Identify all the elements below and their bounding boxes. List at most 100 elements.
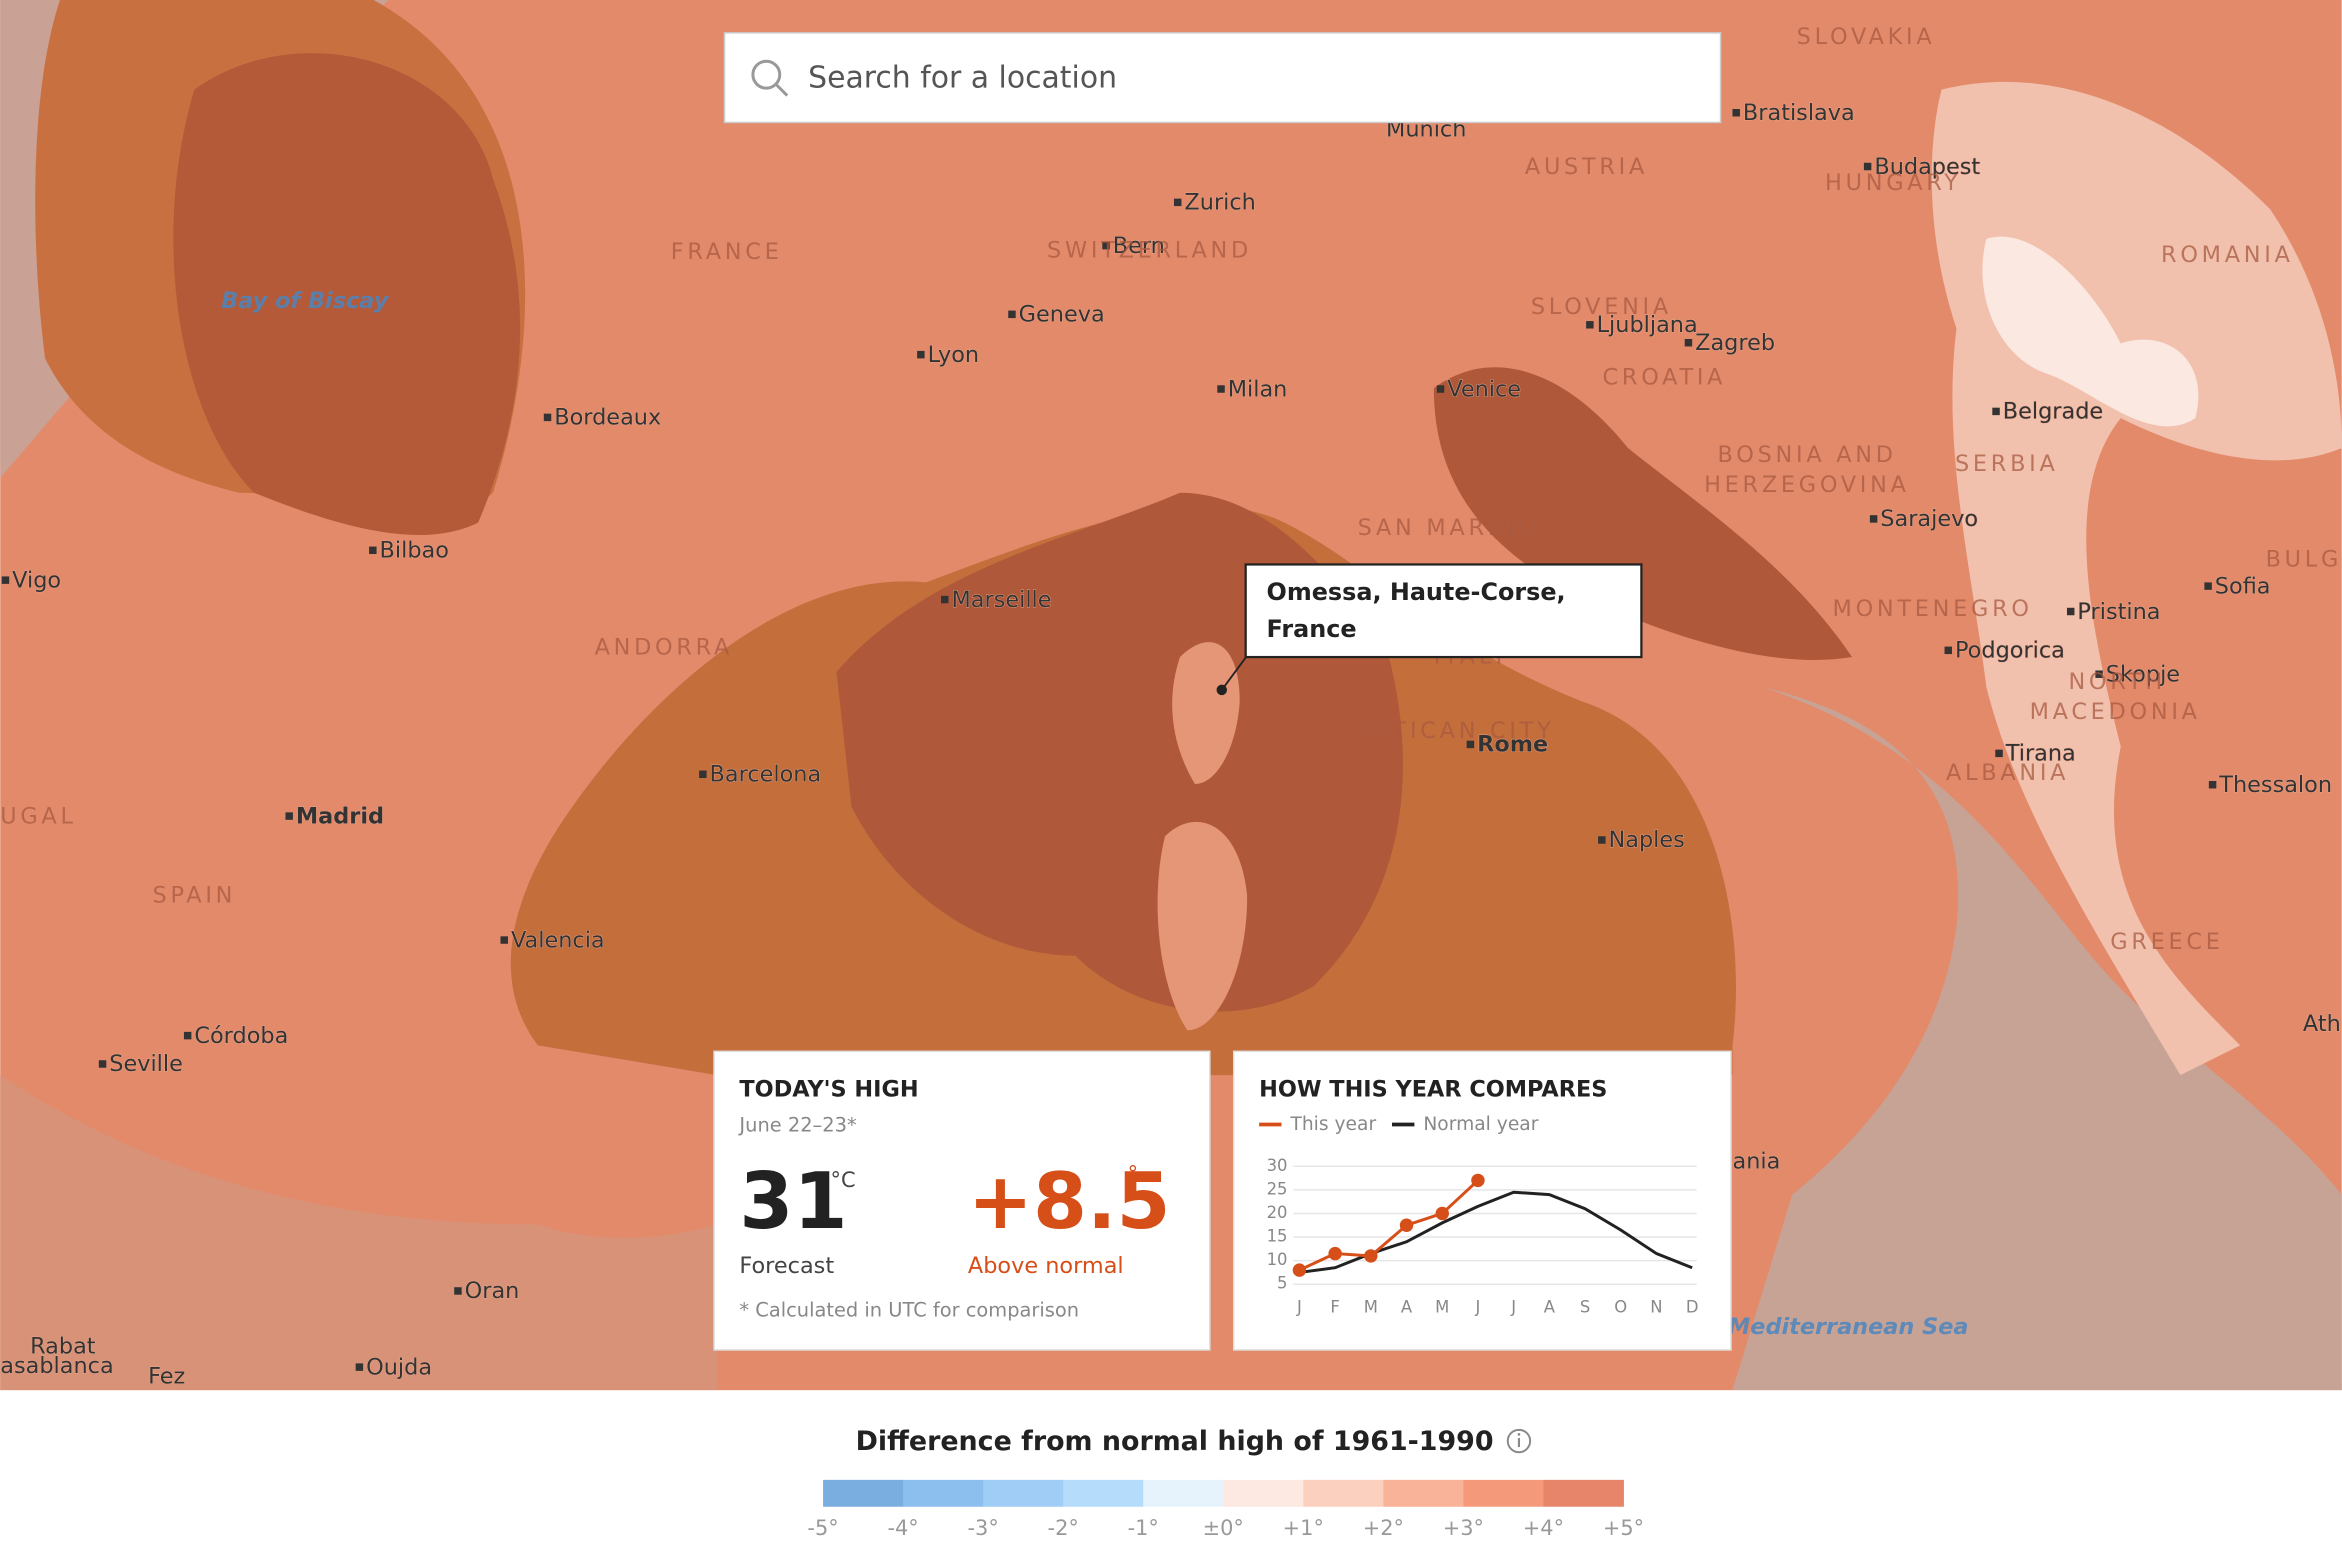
city-label: Seville <box>109 1051 183 1077</box>
legend-tick-label: +4° <box>1523 1516 1564 1540</box>
city-dot <box>1102 241 1110 250</box>
city-dot <box>1466 740 1475 749</box>
legend-swatch <box>823 1479 904 1507</box>
region-label: ANDORRA <box>595 635 734 661</box>
city-label: asablanca <box>0 1353 113 1379</box>
x-tick-label: A <box>1401 1298 1413 1317</box>
city-label: Venice <box>1447 376 1521 402</box>
city-label: Thessalon <box>2218 772 2332 798</box>
water-label: Mediterranean Sea <box>1728 1314 1968 1340</box>
series-marker <box>1399 1218 1414 1232</box>
legend-title: Difference from normal high of 1961-1990 <box>856 1426 1494 1457</box>
series-marker <box>1435 1206 1449 1221</box>
legend-label: This year <box>1289 1114 1376 1135</box>
city-label: Sarajevo <box>1880 506 1978 532</box>
city-dot <box>699 770 707 779</box>
map-area <box>1157 821 1248 1031</box>
city-label: Rome <box>1477 732 1548 758</box>
city-dot <box>1436 385 1445 393</box>
search-icon <box>775 84 789 97</box>
region-label: SWITZERLAND <box>1047 237 1252 263</box>
x-tick-label: O <box>1614 1298 1627 1317</box>
city-label: Lyon <box>928 342 980 368</box>
city-label: Bilbao <box>380 538 449 564</box>
region-label: SLOVENIA <box>1531 294 1672 320</box>
region-label: UGAL <box>0 803 76 829</box>
search-field[interactable] <box>723 32 1722 124</box>
city-label: Podgorica <box>1955 638 2065 664</box>
city-label: Marseille <box>951 587 1051 613</box>
anomaly-label: Above normal <box>968 1253 1124 1279</box>
city-dot <box>1863 162 1872 171</box>
city-label: Madrid <box>296 803 384 829</box>
search-placeholder[interactable]: Search for a location <box>808 61 1117 96</box>
series-marker <box>1328 1246 1342 1261</box>
region-label: NORTH <box>2068 669 2165 695</box>
map-area <box>1982 236 2199 427</box>
city-label: Bern <box>1113 233 1165 259</box>
city-dot <box>1586 321 1594 329</box>
city-label: Barcelona <box>710 762 822 788</box>
city-dot <box>183 1031 192 1040</box>
x-tick-label: J <box>1475 1298 1481 1317</box>
forecast-value: 31 <box>739 1157 847 1247</box>
city-dot <box>355 1363 364 1371</box>
city-label: Fez <box>148 1363 185 1389</box>
region-label: BOSNIA AND <box>1718 442 1897 468</box>
city-label: Skopje <box>2106 661 2180 687</box>
y-tick-label: 10 <box>1267 1250 1288 1269</box>
region-label: ALBANIA <box>1946 760 2069 786</box>
series-marker <box>1292 1263 1307 1277</box>
info-icon[interactable] <box>1506 1428 1532 1454</box>
city-label: Budapest <box>1874 154 1980 180</box>
x-tick-label: D <box>1686 1298 1699 1317</box>
city-dot <box>1732 109 1740 117</box>
color-legend: Difference from normal high of 1961-1990… <box>0 1390 2342 1562</box>
city-label: Bordeaux <box>554 405 661 431</box>
city-dot <box>543 413 552 422</box>
y-tick-label: 25 <box>1267 1179 1288 1198</box>
city-dot <box>1598 836 1606 844</box>
city-label: Geneva <box>1019 302 1105 328</box>
city-label: Sofia <box>2215 573 2271 599</box>
search-box[interactable]: Search for a location <box>723 32 1722 124</box>
legend-tick-label: +1° <box>1283 1516 1324 1540</box>
todays-high-panel: TODAY'S HIGH June 22–23* 31 °C Forecast … <box>713 1050 1211 1351</box>
city-dot <box>369 546 377 555</box>
map-area <box>1433 367 1852 660</box>
location-pin <box>1216 684 1227 696</box>
city-label: Oran <box>465 1278 520 1304</box>
region-label: FRANCE <box>671 239 783 265</box>
legend-tick-label: +2° <box>1363 1516 1404 1540</box>
city-dot <box>1992 407 2000 416</box>
region-label: ROMANIA <box>2161 242 2294 268</box>
city-label: Naples <box>1609 827 1685 853</box>
panel-title: TODAY'S HIGH <box>739 1077 918 1103</box>
panel <box>1232 1050 1732 1351</box>
city-label: Vigo <box>12 567 61 593</box>
legend-swatch <box>1463 1479 1544 1507</box>
city-label: Zurich <box>1184 190 1255 216</box>
region-label: SPAIN <box>153 882 237 908</box>
date: June 22–23* <box>738 1113 857 1136</box>
city-dot <box>941 595 949 604</box>
x-tick-label: A <box>1544 1298 1556 1317</box>
region-label: SAN MARINO <box>1358 515 1540 541</box>
tooltip-box <box>1244 563 1643 659</box>
city-dot <box>2066 607 2075 616</box>
legend-swatch <box>1383 1479 1464 1507</box>
city-label: Belgrade <box>2003 399 2103 425</box>
x-tick-label: M <box>1364 1298 1378 1317</box>
city-label: Ljubljana <box>1597 312 1698 338</box>
city-dot <box>1008 310 1016 319</box>
region-label: CROATIA <box>1603 364 1727 390</box>
city-dot <box>2204 582 2212 590</box>
city-dot <box>98 1060 107 1068</box>
region-label: VATICAN CITY <box>1358 718 1555 744</box>
anomaly-unit: ° <box>1128 1162 1138 1186</box>
city-label: Bratislava <box>1743 100 1855 126</box>
city-dot <box>1173 198 1182 207</box>
city-dot <box>1995 749 2003 758</box>
city-label: Oujda <box>366 1354 432 1380</box>
map-labels: MunichBratislavaBudapestZurichBernGeneva… <box>0 24 2341 1390</box>
